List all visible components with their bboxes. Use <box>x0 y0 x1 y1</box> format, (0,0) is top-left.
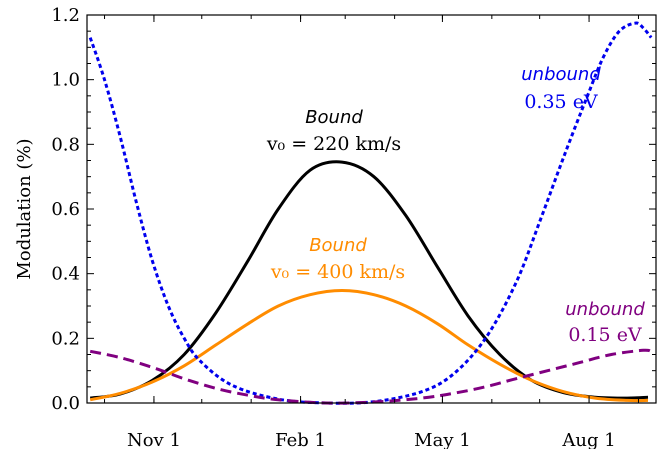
x-tick-label-0: Nov 1 <box>127 430 181 449</box>
annotation-unbound-035: unbound 0.35 eV <box>521 64 601 113</box>
series-layer <box>88 21 653 405</box>
y-tick-label-2: 0.4 <box>51 264 80 285</box>
y-tick-label-3: 0.6 <box>51 199 80 220</box>
x-tick-label-3: Aug 1 <box>561 430 615 449</box>
annotation-bound-220-word: Bound <box>305 107 363 128</box>
annotation-bound-220-math: v₀ = 220 km/s <box>266 133 401 155</box>
y-tick-label-4: 0.8 <box>51 134 80 155</box>
ticks-layer: 0.0 0.2 0.4 0.6 0.8 1.0 1.2 Nov 1 Feb 1 May 1 Aug … <box>51 5 656 449</box>
annotation-bound-400: Bound v₀ = 400 km/s <box>270 235 405 283</box>
annotation-unbound-035-word: unbound <box>521 64 601 85</box>
x-tick-label-1: Feb 1 <box>275 430 326 449</box>
annotation-unbound-015-word: unbound <box>565 299 645 320</box>
series-line-2 <box>88 21 653 405</box>
annotation-bound-400-word: Bound <box>309 235 367 256</box>
y-tick-label-1: 0.2 <box>51 328 80 349</box>
y-axis-label: Modulation (%) <box>14 138 35 279</box>
annotation-unbound-015-math: 0.15 eV <box>568 324 642 346</box>
series-line-3 <box>89 348 652 405</box>
annotation-bound-220: Bound v₀ = 220 km/s <box>266 107 401 155</box>
annotation-unbound-035-math: 0.35 eV <box>524 91 598 113</box>
y-tick-label-5: 1.0 <box>51 70 80 91</box>
y-tick-label-0: 0.0 <box>51 393 80 414</box>
annotation-bound-400-math: v₀ = 400 km/s <box>270 261 405 283</box>
x-tick-label-2: May 1 <box>414 430 471 449</box>
series-line-1 <box>89 288 649 403</box>
annotation-unbound-015: unbound 0.15 eV <box>565 299 645 346</box>
y-tick-label-6: 1.2 <box>51 5 80 26</box>
